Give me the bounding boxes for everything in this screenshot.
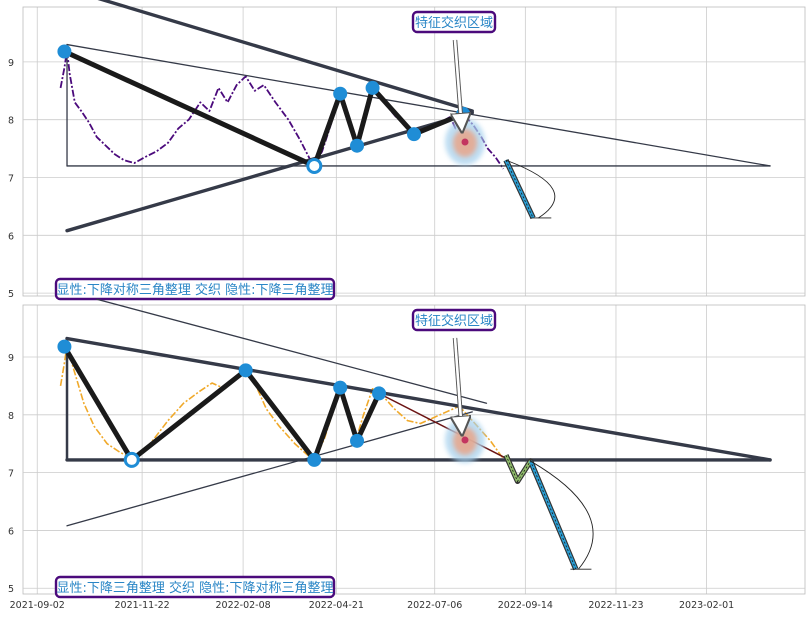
pattern-trend-line (65, 336, 772, 462)
y-tick-label: 6 (8, 526, 14, 537)
pattern-label-box (54, 277, 336, 301)
price-series-line (59, 344, 507, 462)
y-tick-label: 6 (8, 231, 14, 242)
pattern-label-box (54, 575, 336, 599)
pattern-trend-line (66, 43, 771, 167)
pivot-marker (350, 433, 365, 448)
pivot-marker (350, 138, 365, 153)
pivot-marker (407, 127, 421, 142)
x-tick-label: 2022-11-23 (588, 600, 643, 611)
y-tick-label: 9 (8, 58, 14, 69)
y-tick-label: 8 (8, 116, 14, 127)
callout-box (411, 10, 497, 34)
x-tick-label: 2022-07-06 (407, 600, 462, 611)
pivot-marker (57, 339, 72, 354)
x-tick-label: 2021-09-02 (10, 600, 65, 611)
projection-dots (505, 455, 577, 570)
x-tick-label: 2022-09-14 (498, 600, 553, 611)
callout-text: 特征交织区域 (415, 313, 493, 329)
y-tick-label: 5 (8, 584, 14, 595)
x-tick-label: 2022-02-08 (215, 600, 270, 611)
y-tick-label: 9 (8, 353, 14, 364)
pivot-zigzag-path (63, 49, 465, 169)
pivot-marker (307, 452, 322, 467)
pivot-marker-open (123, 451, 140, 468)
glow-core (461, 436, 469, 444)
projection-dots (505, 159, 534, 219)
pattern-trend-line (97, 0, 474, 113)
pivot-marker (238, 363, 253, 378)
target-curve (530, 460, 594, 570)
y-tick-label: 5 (8, 289, 14, 300)
breakdown-line (378, 392, 507, 459)
pivot-marker (333, 86, 348, 101)
x-tick-label: 2021-11-22 (115, 600, 170, 611)
glow-core (461, 138, 469, 146)
x-tick-label: 2022-04-21 (309, 600, 364, 611)
pattern-trend-line (65, 111, 474, 233)
callout-arrow (455, 337, 462, 434)
plot-frame (22, 6, 806, 297)
callout-box (411, 308, 497, 332)
y-tick-label: 7 (8, 174, 14, 185)
pattern-trend-line (96, 298, 488, 404)
x-tick-label: 2023-02-01 (679, 600, 734, 611)
pivot-marker-open (306, 157, 323, 174)
target-curve (505, 159, 556, 219)
y-tick-label: 8 (8, 411, 14, 422)
pattern-trend-line (66, 411, 473, 527)
y-tick-label: 7 (8, 469, 14, 480)
plot-frame (22, 304, 806, 595)
pivot-marker (57, 44, 72, 59)
pivot-marker (372, 386, 387, 401)
callout-text: 特征交织区域 (415, 15, 493, 31)
pattern-label-text: 显性:下降对称三角整理 交织 隐性:下降三角整理 (56, 282, 333, 298)
callout-arrow (455, 39, 462, 131)
pivot-marker (333, 380, 348, 395)
pattern-label-text: 显性:下降三角整理 交织 隐性:下降对称三角整理 (56, 580, 333, 596)
pivot-marker (365, 80, 380, 95)
